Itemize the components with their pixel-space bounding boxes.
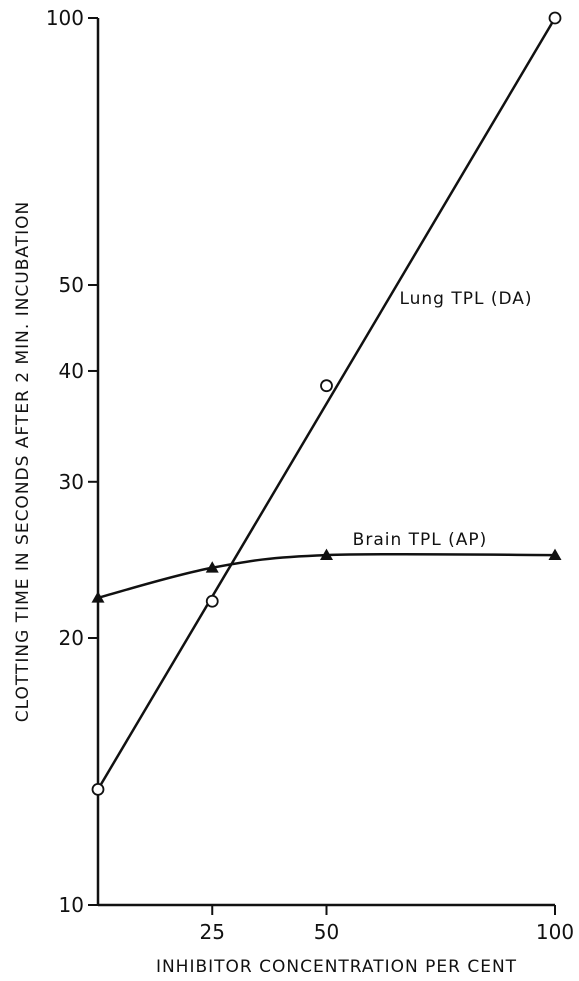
x-axis-label: INHIBITOR CONCENTRATION PER CENT: [156, 957, 517, 977]
y-tick-label-20: 20: [59, 626, 84, 650]
series-label-brain: Brain TPL (AP): [353, 530, 488, 550]
series-line-lung: [96, 17, 557, 791]
x-tick-label-25: 25: [200, 920, 225, 944]
point-brain-0: [91, 591, 105, 603]
point-lung-2: [320, 379, 333, 393]
axes: 10 20 30 40 50 100 25 50 100: [46, 6, 574, 944]
y-tick-label-50: 50: [59, 273, 84, 297]
y-tick-label-40: 40: [59, 359, 84, 383]
point-brain-1: [205, 561, 219, 573]
point-brain-2: [320, 548, 333, 560]
series-line-brain: [97, 552, 556, 599]
x-tick-label-50: 50: [314, 920, 339, 944]
point-lung-0: [91, 782, 105, 796]
series-1: [91, 548, 562, 603]
series-0: [91, 11, 562, 796]
y-axis-label: CLOTTING TIME IN SECONDS AFTER 2 MIN. IN…: [13, 201, 33, 722]
series-layer: [91, 11, 562, 796]
x-tick-label-100: 100: [536, 920, 574, 944]
y-tick-label-100: 100: [46, 6, 84, 30]
series-label-lung: Lung TPL (DA): [399, 289, 532, 309]
y-tick-label-30: 30: [59, 470, 84, 494]
point-lung-1: [205, 594, 219, 608]
labels-layer: CLOTTING TIME IN SECONDS AFTER 2 MIN. IN…: [13, 201, 532, 977]
y-tick-label-10: 10: [59, 893, 84, 917]
point-lung-3: [548, 11, 562, 25]
point-brain-3: [548, 548, 562, 560]
